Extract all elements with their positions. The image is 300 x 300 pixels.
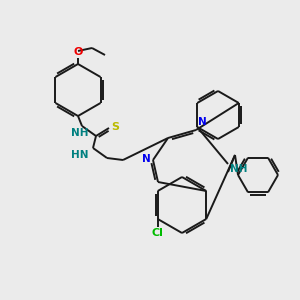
Text: N: N	[198, 117, 207, 127]
Text: N: N	[142, 154, 151, 164]
Text: NH: NH	[230, 164, 247, 174]
Text: S: S	[111, 122, 119, 132]
Text: HN: HN	[71, 150, 89, 160]
Text: O: O	[73, 47, 83, 57]
Text: Cl: Cl	[152, 228, 164, 238]
Text: NH: NH	[71, 128, 89, 138]
